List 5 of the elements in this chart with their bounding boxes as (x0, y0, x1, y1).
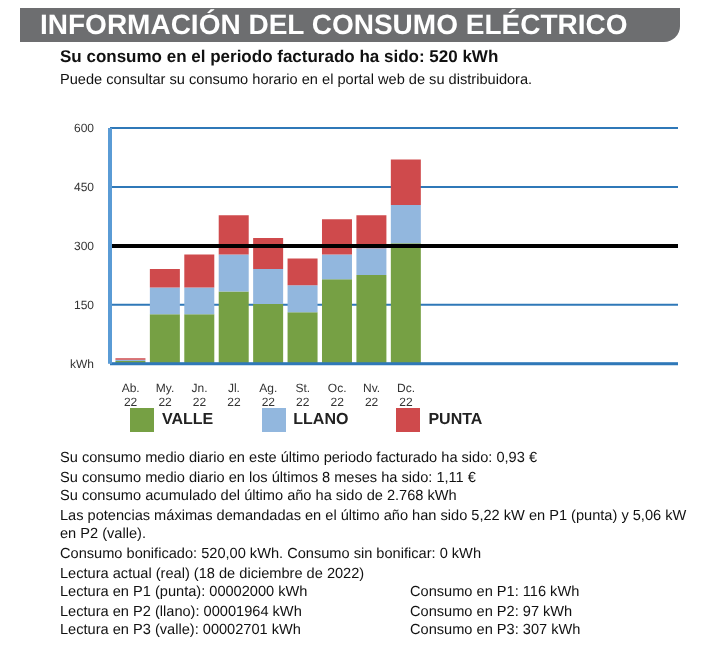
legend-label: PUNTA (428, 410, 483, 428)
legend-label: VALLE (162, 410, 214, 428)
legend-label: LLANO (293, 410, 349, 428)
chart-subtitle: Su consumo en el periodo facturado ha sido: 520 kWh (60, 46, 499, 66)
chart-title: INFORMACIÓN DEL CONSUMO ELÉCTRICO (40, 8, 628, 42)
